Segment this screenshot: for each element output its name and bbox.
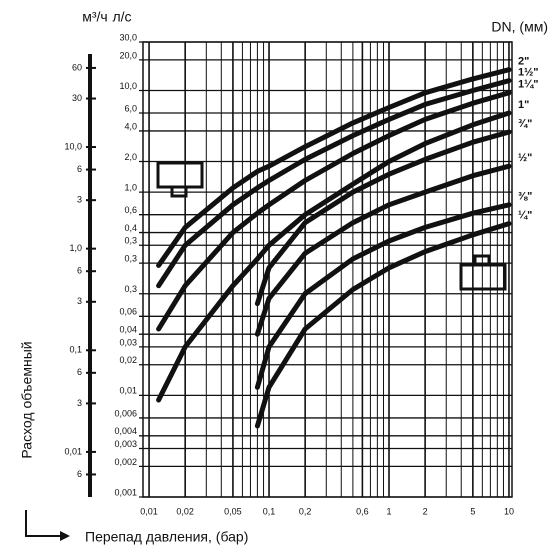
icon-valve xyxy=(459,263,507,291)
y2-tick-label: 3 xyxy=(77,398,82,408)
legend-label: 2" xyxy=(518,56,529,68)
curve xyxy=(156,90,512,332)
x-tick-label: 5 xyxy=(470,506,475,516)
y-tick-label: 0,004 xyxy=(114,426,137,436)
legend-label: ¼" xyxy=(518,210,532,222)
y-tick-label: 0,4 xyxy=(124,223,137,233)
y-tick-label: 2,0 xyxy=(124,152,137,162)
x-tick-label: 0,1 xyxy=(263,506,276,516)
y-tick-label: 20,0 xyxy=(119,50,137,60)
y2-tick-label: 0,01 xyxy=(64,446,82,456)
y-tick-label: 0,6 xyxy=(124,205,137,215)
arrow-head xyxy=(60,531,70,541)
y-tick-label: 0,04 xyxy=(119,325,137,335)
x-tick-label: 0,02 xyxy=(176,506,194,516)
legend-label: ⅜" xyxy=(518,191,532,203)
legend-label: 1" xyxy=(518,99,529,111)
y2-tick-label: 6 xyxy=(77,266,82,276)
y2-tick-label: 1,0 xyxy=(69,243,82,253)
curve xyxy=(254,129,512,307)
y-axis-label: Расход объемный xyxy=(19,341,35,458)
x-tick-label: 0,01 xyxy=(140,506,158,516)
y-tick-label: 30,0 xyxy=(119,32,137,42)
x-tick-label: 1 xyxy=(386,506,391,516)
x-tick-label: 2 xyxy=(423,506,428,516)
y2-tick-label: 6 xyxy=(77,367,82,377)
y-tick-label: 6,0 xyxy=(124,103,137,113)
curve xyxy=(156,78,512,289)
y-tick-label: 4,0 xyxy=(124,121,137,131)
y-tick-label: 0,3 xyxy=(124,254,137,264)
y2-tick-label: 6 xyxy=(77,164,82,174)
curve xyxy=(156,67,512,268)
x-tick-label: 0,6 xyxy=(356,506,369,516)
y-tick-label: 0,06 xyxy=(119,307,137,317)
curve xyxy=(156,110,512,403)
legend-label: ½" xyxy=(518,152,532,164)
legend-label: 1¼" xyxy=(518,79,539,91)
y2-tick-label: 30 xyxy=(72,93,82,103)
y2-tick-label: 10,0 xyxy=(64,141,82,151)
y-tick-label: 0,006 xyxy=(114,408,137,418)
y-tick-label: 0,002 xyxy=(114,457,137,467)
curve xyxy=(254,163,512,337)
y-tick-label: 0,02 xyxy=(119,355,137,365)
y-tick-label: 0,03 xyxy=(119,337,137,347)
curve xyxy=(254,221,512,429)
icon-valve xyxy=(156,161,204,189)
plot-frame xyxy=(142,41,513,498)
curve xyxy=(254,202,512,390)
y2-tick-label: 3 xyxy=(77,195,82,205)
legend-label: 1½" xyxy=(518,67,539,79)
x-axis-label: Перепад давления, (бар) xyxy=(85,529,248,545)
y-tick-label: 0,3 xyxy=(124,236,137,246)
y2-tick-label: 0,1 xyxy=(69,345,82,355)
x-tick-label: 0,2 xyxy=(299,506,312,516)
x-tick-label: 0,05 xyxy=(224,506,242,516)
y2-unit: м³/ч xyxy=(82,9,107,25)
axis-arrow xyxy=(25,510,62,537)
legend-title: DN, (мм) xyxy=(491,19,548,35)
y2-tick-label: 60 xyxy=(72,62,82,72)
y-tick-label: 10,0 xyxy=(119,81,137,91)
y2-tick-label: 6 xyxy=(77,469,82,479)
y-unit: л/с xyxy=(112,9,131,25)
y2-tick-label: 3 xyxy=(77,296,82,306)
y-tick-label: 0,3 xyxy=(124,284,137,294)
x-tick-label: 10 xyxy=(504,506,514,516)
legend-label: ¾" xyxy=(518,118,532,130)
y-tick-label: 0,001 xyxy=(114,487,137,497)
y-tick-label: 0,003 xyxy=(114,439,137,449)
y-tick-label: 0,01 xyxy=(119,386,137,396)
y-tick-label: 1,0 xyxy=(124,182,137,192)
